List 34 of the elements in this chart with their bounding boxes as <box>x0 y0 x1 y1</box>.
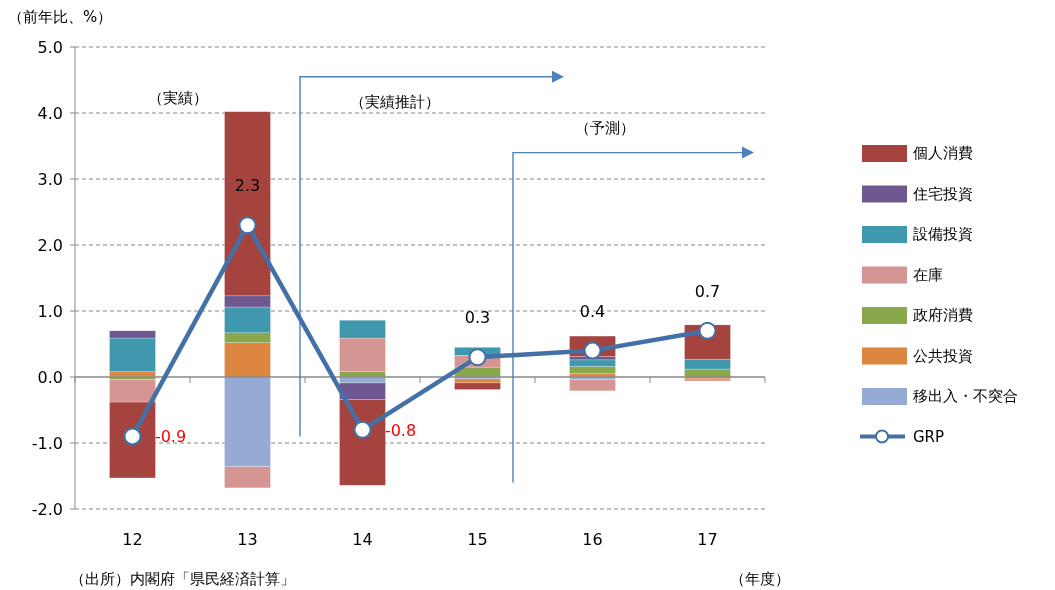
x-tick-label: 13 <box>237 530 258 549</box>
legend-label: 住宅投資 <box>912 184 973 203</box>
data-label: 0.4 <box>579 301 606 321</box>
legend-label: 公共投資 <box>913 346 973 365</box>
annotation: （予測） <box>575 119 635 137</box>
x-tick-label: 14 <box>352 530 373 549</box>
legend-label: 政府消費 <box>913 306 973 325</box>
y-tick-label: -2.0 <box>31 499 63 519</box>
data-label: -0.9 <box>154 427 187 447</box>
data-label: 0.7 <box>694 281 721 301</box>
data-label: 2.3 <box>234 176 261 196</box>
y-tick-label: 5.0 <box>37 37 63 57</box>
y-tick-label: 0.0 <box>37 367 63 387</box>
legend-label: 設備投資 <box>913 225 973 244</box>
x-tick-label: 17 <box>697 530 718 549</box>
y-tick-label: 4.0 <box>37 103 63 123</box>
annotation: （実績） <box>148 89 208 107</box>
legend-label: 在庫 <box>913 265 943 284</box>
y-axis-title: （前年比、%） <box>8 8 113 26</box>
x-tick-label: 12 <box>122 530 143 549</box>
y-tick-label: 1.0 <box>37 301 63 321</box>
data-label: 0.3 <box>464 308 491 328</box>
y-tick-label: 3.0 <box>37 169 63 189</box>
legend-label: 個人消費 <box>913 144 973 163</box>
y-tick-label: 2.0 <box>37 235 63 255</box>
x-axis-title: （年度） <box>730 570 790 588</box>
x-tick-label: 15 <box>467 530 488 549</box>
y-tick-label: -1.0 <box>31 433 63 453</box>
legend-label: 移出入・不突合 <box>913 387 1018 406</box>
data-label: -0.8 <box>384 420 417 440</box>
x-tick-label: 16 <box>582 530 603 549</box>
text: （出所）内閣府「県民経済計算」 <box>70 570 295 588</box>
annotation: （実績推計） <box>350 93 440 111</box>
legend-label: GRP <box>913 427 945 446</box>
